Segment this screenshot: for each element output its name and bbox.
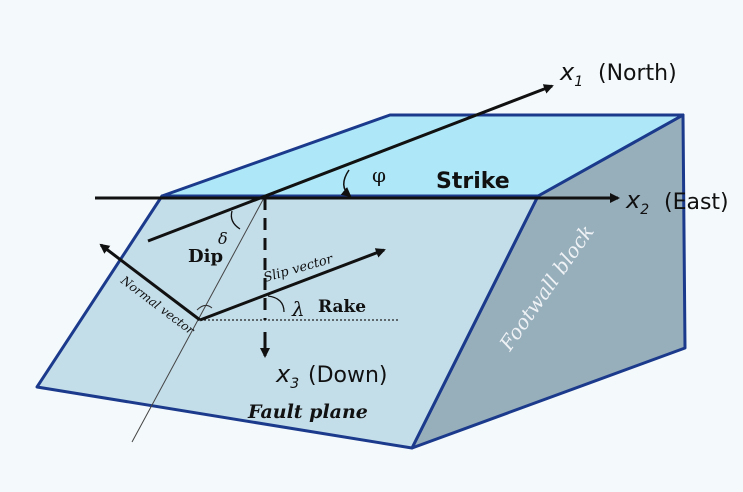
x1-label: x1 <box>559 58 583 90</box>
dip-label: Dip <box>188 246 223 267</box>
north-label: (North) <box>598 61 677 86</box>
x1-axis-arrow <box>147 84 554 243</box>
lambda-arc <box>267 295 285 313</box>
delta-symbol: δ <box>218 229 228 248</box>
normal-vector-arrow <box>99 243 201 322</box>
strike-label: Strike <box>436 169 510 194</box>
fault-plane-label: Fault plane <box>247 401 368 423</box>
down-label: (Down) <box>308 363 388 388</box>
lambda-symbol: λ <box>291 297 305 321</box>
delta-arc <box>230 210 241 230</box>
phi-arc <box>340 169 352 198</box>
phi-symbol: φ <box>372 163 386 187</box>
east-label: (East) <box>664 190 729 215</box>
rake-label: Rake <box>318 297 366 317</box>
right-angle-mark <box>196 304 213 311</box>
x2-label: x2 <box>625 186 649 218</box>
slip-vector-arrow <box>199 248 386 322</box>
x3-label: x3 <box>275 360 299 392</box>
